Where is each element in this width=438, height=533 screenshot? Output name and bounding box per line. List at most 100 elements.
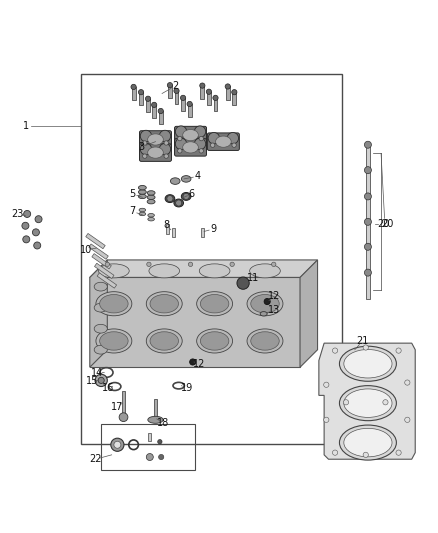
- Circle shape: [364, 219, 371, 225]
- Polygon shape: [319, 343, 415, 459]
- Circle shape: [164, 154, 168, 158]
- Bar: [366, 247, 370, 273]
- Bar: [148, 433, 151, 441]
- Circle shape: [164, 141, 168, 145]
- Bar: [366, 222, 370, 248]
- Bar: [187, 104, 192, 117]
- Circle shape: [264, 298, 270, 304]
- Ellipse shape: [147, 199, 155, 204]
- Circle shape: [324, 417, 329, 423]
- Ellipse shape: [200, 332, 229, 350]
- Circle shape: [167, 196, 173, 201]
- Circle shape: [232, 143, 237, 147]
- Bar: [101, 424, 195, 470]
- Text: 6: 6: [189, 189, 195, 199]
- Text: 3: 3: [138, 142, 145, 152]
- Circle shape: [167, 83, 173, 88]
- Circle shape: [147, 262, 151, 266]
- Ellipse shape: [138, 190, 146, 194]
- Ellipse shape: [251, 332, 279, 350]
- Bar: [86, 233, 105, 249]
- Text: 14: 14: [91, 368, 103, 378]
- Text: 23: 23: [11, 209, 24, 219]
- Bar: [139, 92, 143, 106]
- Bar: [366, 273, 370, 299]
- Circle shape: [405, 417, 410, 423]
- Circle shape: [332, 450, 338, 455]
- Circle shape: [140, 143, 152, 155]
- Circle shape: [22, 222, 29, 229]
- Circle shape: [237, 277, 249, 289]
- Circle shape: [32, 229, 39, 236]
- Text: 2: 2: [172, 81, 178, 91]
- Circle shape: [364, 141, 371, 148]
- Circle shape: [177, 136, 182, 141]
- Text: 15: 15: [86, 376, 98, 386]
- Text: 7: 7: [129, 206, 135, 216]
- Circle shape: [199, 149, 203, 153]
- Circle shape: [194, 126, 206, 138]
- Ellipse shape: [165, 195, 175, 203]
- Circle shape: [35, 216, 42, 223]
- Circle shape: [143, 141, 147, 145]
- Circle shape: [158, 440, 162, 444]
- Circle shape: [364, 243, 371, 251]
- Circle shape: [396, 348, 401, 353]
- Text: 4: 4: [195, 171, 201, 181]
- Ellipse shape: [138, 194, 146, 199]
- Bar: [214, 98, 217, 111]
- Bar: [152, 105, 156, 118]
- Circle shape: [176, 200, 182, 206]
- Circle shape: [159, 455, 164, 459]
- Text: 12: 12: [268, 291, 280, 301]
- Ellipse shape: [170, 178, 180, 184]
- Bar: [168, 85, 172, 98]
- Bar: [90, 278, 300, 367]
- Bar: [366, 170, 370, 197]
- Ellipse shape: [148, 416, 163, 423]
- Ellipse shape: [183, 142, 198, 153]
- Circle shape: [95, 374, 107, 386]
- Ellipse shape: [247, 292, 283, 316]
- Bar: [181, 98, 185, 111]
- FancyBboxPatch shape: [139, 144, 172, 161]
- Ellipse shape: [99, 264, 129, 278]
- Circle shape: [190, 359, 196, 365]
- Circle shape: [183, 193, 189, 199]
- Text: 21: 21: [357, 336, 369, 346]
- Bar: [95, 263, 114, 279]
- Circle shape: [324, 382, 329, 387]
- Circle shape: [159, 130, 171, 142]
- Bar: [201, 86, 204, 99]
- Bar: [159, 111, 163, 124]
- Circle shape: [175, 126, 187, 138]
- Ellipse shape: [344, 429, 392, 457]
- Ellipse shape: [339, 346, 396, 381]
- Ellipse shape: [148, 134, 163, 145]
- Circle shape: [140, 130, 152, 142]
- Circle shape: [230, 262, 234, 266]
- Ellipse shape: [111, 438, 124, 451]
- Circle shape: [114, 441, 121, 448]
- FancyBboxPatch shape: [174, 126, 207, 144]
- Circle shape: [174, 88, 179, 93]
- Ellipse shape: [344, 389, 392, 417]
- Text: 16: 16: [102, 383, 114, 393]
- Circle shape: [383, 400, 388, 405]
- Ellipse shape: [138, 185, 146, 190]
- Ellipse shape: [197, 292, 233, 316]
- Bar: [173, 228, 175, 237]
- Polygon shape: [90, 260, 318, 278]
- Ellipse shape: [251, 295, 279, 313]
- Circle shape: [159, 143, 171, 155]
- Ellipse shape: [197, 329, 233, 353]
- Polygon shape: [90, 260, 107, 367]
- Circle shape: [364, 167, 371, 174]
- Text: 5: 5: [129, 189, 135, 199]
- Text: 8: 8: [163, 220, 170, 230]
- Ellipse shape: [100, 295, 128, 313]
- Ellipse shape: [94, 303, 107, 312]
- Circle shape: [363, 452, 368, 457]
- Ellipse shape: [181, 192, 191, 200]
- Circle shape: [396, 450, 401, 455]
